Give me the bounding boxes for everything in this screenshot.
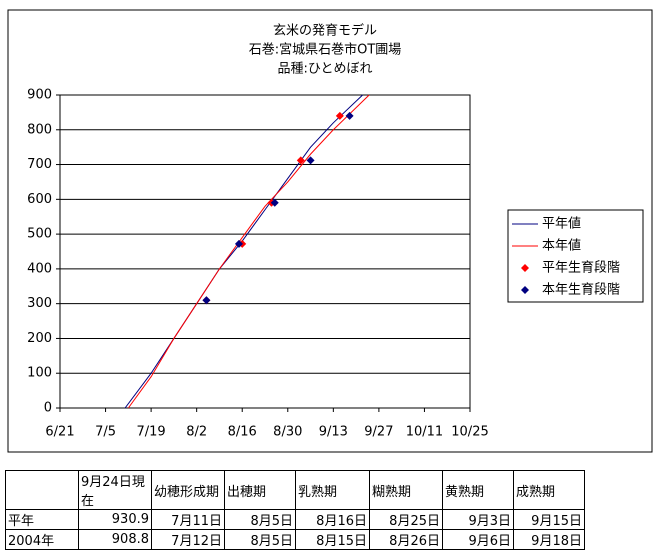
legend-label: 平年値 (542, 216, 581, 232)
table-cell: 8月15日 (295, 529, 370, 550)
table-header: 糊熟期 (369, 470, 443, 510)
legend-swatch (521, 264, 529, 272)
table-header: 成熟期 (513, 470, 585, 510)
table-header: 幼穂形成期 (151, 470, 225, 510)
table-cell: 9月3日 (442, 509, 514, 530)
table-header: 出穂期 (224, 470, 296, 510)
table-cell: 8月26日 (369, 529, 443, 550)
point (202, 296, 211, 305)
point (296, 156, 305, 165)
table-header: 黄熟期 (442, 470, 514, 510)
table-cell: 9月6日 (442, 529, 514, 550)
point (345, 111, 354, 120)
table-cell: 8月5日 (224, 529, 296, 550)
x-tick-label: 7/5 (95, 425, 116, 440)
row-label: 2004年 (5, 529, 79, 550)
y-tick-label: 300 (27, 296, 52, 311)
table-cell: 9月18日 (513, 529, 585, 550)
table-cell: 8月5日 (224, 509, 296, 530)
chart: 玄米の発育モデル 石巻:宮城県石巻市OT圃場 品種:ひとめぼれ 0 100 200 3… (7, 9, 653, 453)
table-cell: 8月16日 (295, 509, 370, 530)
y-tick-label: 900 (27, 88, 52, 103)
x-tick-label: 7/19 (137, 425, 166, 440)
row-label: 平年 (5, 509, 79, 530)
table-header: 9月24日現在 (78, 470, 152, 510)
table-header: 乳熟期 (295, 470, 370, 510)
x-tick-label: 8/30 (273, 425, 302, 440)
chart-title: 玄米の発育モデル (273, 23, 377, 39)
x-tick-label: 8/2 (186, 425, 207, 440)
plot-area (59, 94, 471, 409)
y-tick-label: 700 (27, 157, 52, 172)
y-tick-label: 200 (27, 331, 52, 346)
y-tick-label: 500 (27, 227, 52, 242)
x-tick-label: 10/11 (406, 425, 443, 440)
chart-subtitle: 石巻:宮城県石巻市OT圃場 (249, 42, 402, 58)
legend-label: 本年値 (542, 238, 581, 254)
x-tick-label: 6/21 (45, 425, 74, 440)
point (270, 198, 279, 207)
point (306, 156, 315, 165)
table-cell: 930.9 (78, 509, 152, 530)
y-tick-label: 0 (44, 401, 52, 416)
legend-swatch (521, 286, 529, 294)
data-table: 9月24日現在 幼穂形成期 出穂期 乳熟期 糊熟期 黄熟期 成熟期 平年 930… (5, 470, 585, 550)
x-tick-label: 8/16 (228, 425, 257, 440)
y-tick-label: 400 (27, 261, 52, 276)
y-tick-label: 600 (27, 192, 52, 207)
chart-subtitle: 品種:ひとめぼれ (278, 61, 373, 77)
table-cell: 7月12日 (151, 529, 225, 550)
point (234, 239, 243, 248)
legend-box (507, 209, 644, 303)
table-cell: 908.8 (78, 529, 152, 550)
x-tick-label: 9/27 (364, 425, 393, 440)
x-tick-label: 10/25 (451, 425, 488, 440)
table-cell: 7月11日 (151, 509, 225, 530)
y-tick-label: 100 (27, 366, 52, 381)
table-cell: 9月15日 (513, 509, 585, 530)
y-tick-label: 800 (27, 122, 52, 137)
x-tick-label: 9/13 (319, 425, 348, 440)
line (127, 94, 370, 409)
table-cell (5, 470, 79, 510)
legend-label: 平年生育段階 (542, 260, 620, 276)
legend-label: 本年生育段階 (542, 282, 620, 298)
table-cell: 8月25日 (369, 509, 443, 530)
point (335, 111, 344, 120)
